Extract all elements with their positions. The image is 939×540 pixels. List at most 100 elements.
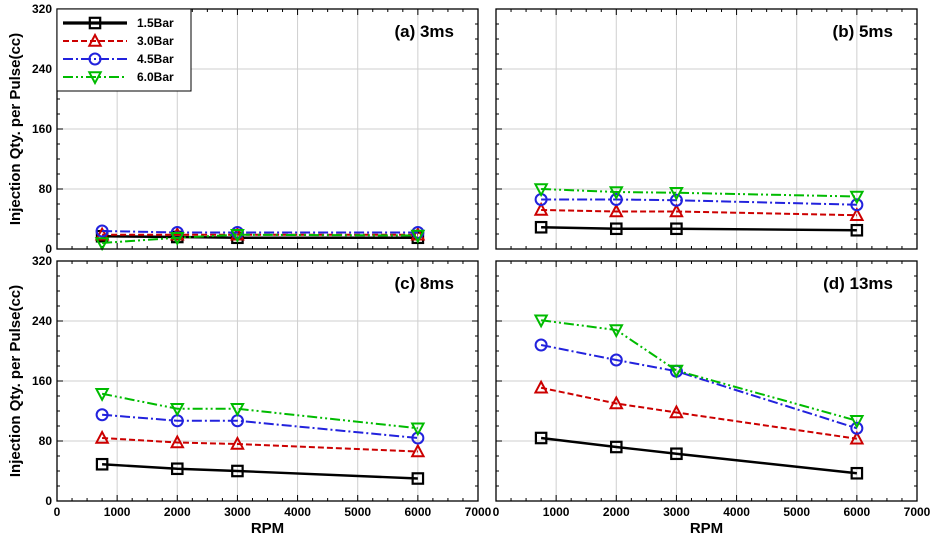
series-line-3.0Bar [102,437,418,453]
data-point-6.0Bar [410,422,426,437]
y-tick-label: 240 [32,62,52,76]
data-point-4.5Bar [669,193,683,207]
y-tick-label: 160 [32,374,52,388]
data-point-1.5Bar [609,222,623,236]
legend: 1.5Bar 3.0Bar 4.5Bar 6.0Bar [56,8,192,92]
data-point-1.5Bar [411,472,425,485]
data-point-6.0Bar [230,229,245,243]
data-point-3.0Bar [669,203,684,218]
data-point-1.5Bar [170,462,184,476]
x-tick-label: 2000 [603,505,630,519]
panel-3: (c) 8ms 0 80 160 240 320 0 1000 2000 3000 4000 5000… [7,254,492,537]
x-tick-label: 1000 [104,505,131,519]
panel-title: (d) 13ms [823,274,893,293]
legend-marker-4.5Bar [88,52,102,66]
panel-1: (a) 3ms 0 80 160 240 320 Injection Qty. per Pu… [7,2,479,256]
data-point-4.5Bar [95,408,109,422]
data-point-1.5Bar [534,431,548,445]
panel-4: (d) 13ms 0 1000 2000 3000 4000 5000 6000 7000 RPM [493,260,931,537]
x-tick-label: 0 [493,505,500,519]
y-tick-label: 0 [45,242,52,256]
x-tick-label: 6000 [405,505,432,519]
x-tick-label: 3000 [663,505,690,519]
x-axis-label: RPM [690,520,723,537]
legend-label: 4.5Bar [137,52,174,66]
legend-label: 1.5Bar [137,16,174,30]
x-axis-label: RPM [251,520,284,537]
y-tick-label: 240 [32,314,52,328]
data-point-3.0Bar [169,434,185,449]
legend-label: 3.0Bar [137,34,174,48]
data-point-3.0Bar [94,226,110,241]
data-point-3.0Bar [169,226,185,241]
x-tick-label: 1000 [543,505,570,519]
series-line-6.0Bar [101,392,418,430]
series-line-6.0Bar [540,319,858,422]
x-tick-label: 7000 [465,505,492,519]
data-point-1.5Bar [850,223,864,237]
data-point-1.5Bar [609,440,623,454]
data-point-3.0Bar [669,404,684,419]
data-point-1.5Bar [670,222,683,236]
data-point-3.0Bar [849,207,865,221]
data-point-6.0Bar [94,388,110,402]
data-point-3.0Bar [608,395,624,410]
x-tick-label: 5000 [344,505,371,519]
panel-2: (b) 5ms [495,8,918,250]
series-line-3.0Bar [540,386,858,440]
series-line-1.5Bar [541,226,857,232]
x-tick-label: 6000 [844,505,871,519]
data-point-6.0Bar [608,324,624,339]
data-point-3.0Bar [94,429,110,444]
series-line-4.5Bar [102,230,418,234]
panel-frame [56,8,479,250]
x-tick-label: 7000 [904,505,931,519]
panel-frame [56,260,479,502]
panel-frame [495,260,918,502]
x-tick-label: 4000 [723,505,750,519]
data-point-1.5Bar [850,466,864,480]
series-line-4.5Bar [102,413,418,439]
y-tick-label: 80 [39,434,53,448]
x-tick-label: 3000 [224,505,251,519]
data-point-4.5Bar [850,198,864,212]
data-point-6.0Bar [849,415,865,429]
data-point-1.5Bar [670,447,683,461]
x-tick-label: 0 [54,505,61,519]
x-tick-label: 5000 [783,505,810,519]
legend-label: 6.0Bar [137,70,174,84]
series-line-6.0Bar [541,188,857,198]
y-axis-label: Injection Qty. per Pulse(cc) [7,33,24,225]
series-line-6.0Bar [102,233,418,244]
data-point-6.0Bar [849,190,865,205]
data-point-4.5Bar [609,193,623,206]
panel-frame [495,8,918,250]
y-tick-label: 80 [39,182,53,196]
series-line-1.5Bar [540,436,857,475]
data-point-4.5Bar [534,338,548,352]
data-point-1.5Bar [534,220,548,234]
x-tick-label: 2000 [164,505,191,519]
data-point-4.5Bar [850,421,864,435]
series-line-1.5Bar [102,235,418,239]
data-point-6.0Bar [608,186,624,201]
y-tick-label: 160 [32,122,52,136]
panel-title: (a) 3ms [394,22,454,41]
data-point-1.5Bar [95,457,109,471]
data-point-6.0Bar [410,229,426,244]
data-point-3.0Bar [410,443,426,458]
data-point-4.5Bar [95,224,109,238]
data-point-6.0Bar [669,187,684,201]
data-point-6.0Bar [533,183,549,198]
series-line-4.5Bar [541,198,857,206]
data-point-6.0Bar [169,403,185,417]
data-point-3.0Bar [533,201,549,216]
series-line-1.5Bar [102,463,418,480]
data-point-3.0Bar [230,435,245,450]
y-tick-label: 320 [32,2,52,16]
series-line-4.5Bar [540,344,858,430]
data-point-6.0Bar [230,403,245,417]
data-point-6.0Bar [669,364,684,379]
x-tick-label: 4000 [284,505,311,519]
